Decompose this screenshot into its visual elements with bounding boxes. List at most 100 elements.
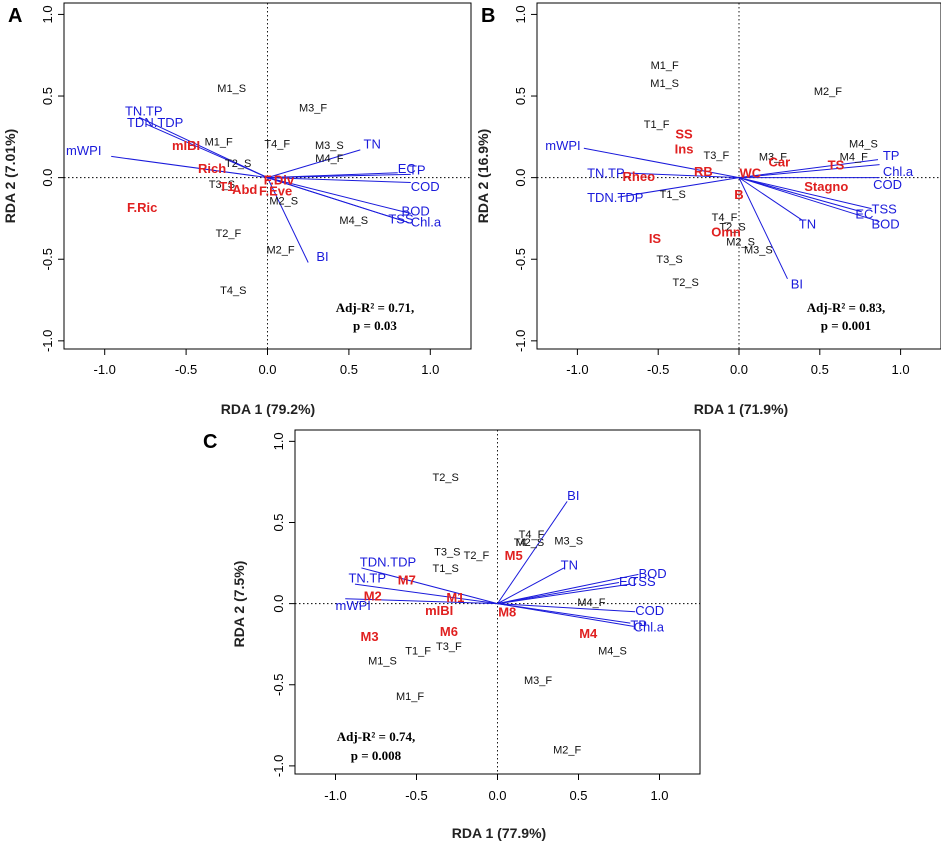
site-label: M2_F [814,86,842,98]
site-label: T4_S [220,285,246,297]
env-vector-label: TSS [872,202,898,217]
env-vector-label: COD [411,179,440,194]
site-label: M1_S [368,655,397,667]
p-value-label: p = 0.001 [821,318,871,333]
response-label: M1 [446,590,464,605]
y-tick-label: 1.0 [40,5,55,23]
response-label: Car [769,154,791,169]
env-vector-label: TN [364,136,381,151]
site-label: T2_S [719,222,745,234]
site-label: T3_F [704,150,730,162]
x-tick-label: -0.5 [647,362,669,377]
env-vector-line [138,116,268,179]
response-label: M2 [364,589,382,604]
env-vector-line [267,177,309,263]
env-vector-label: Chl.a [411,215,442,230]
site-label: M2_S [516,537,545,549]
env-vector-label: TDN.TDP [360,554,416,569]
adj-r2-label: Adj-R² = 0.71, [336,300,414,315]
env-vector-line [497,501,568,604]
y-tick-label: -0.5 [40,248,55,270]
response-label: M5 [505,548,523,563]
response-label: Abd [232,182,257,197]
x-tick-label: 0.0 [730,362,748,377]
response-label: F.Div [264,172,295,187]
env-vector-label: BI [567,488,579,503]
panel-letter: C [203,431,217,453]
x-tick-label: 0.0 [258,362,276,377]
env-vector-label: TN.TP [125,104,163,119]
panel-letter: A [8,5,22,27]
x-axis-title: RDA 1 (79.2%) [221,401,315,417]
site-label: T2_S [673,277,699,289]
response-label: Rheo [623,169,656,184]
env-vector-label: Chl.a [634,619,665,634]
x-tick-label: -0.5 [405,788,427,803]
y-tick-label: 0.0 [40,169,55,187]
site-label: M3_F [299,102,327,114]
env-vector-line [738,177,788,280]
env-vector-line [621,172,740,179]
response-label: M6 [440,624,458,639]
response-label: M7 [398,572,416,587]
p-value-label: p = 0.03 [353,318,397,333]
env-vector-label: BI [316,249,328,264]
site-label: T1_F [405,646,431,658]
site-label: M3_S [315,140,344,152]
panel-b: B -1.0 -0.5 0.0 0.5 1.0 -1.0 -0.5 0.0 0.5 1.0 RDA 1… [475,2,941,417]
site-label: T3_F [436,641,462,653]
env-vector-label: EC [398,161,416,176]
site-label: T2_F [464,550,490,562]
adj-r2-label: Adj-R² = 0.74, [337,729,415,744]
env-vector-line [738,177,803,221]
env-vector-label: BOD [402,203,430,218]
env-vector-label: TN.TP [587,166,625,181]
site-label: M3_F [524,675,552,687]
env-vector-line [738,159,879,179]
env-vector-line [345,598,498,605]
x-tick-label: 0.5 [811,362,829,377]
site-label: T4_F [264,138,290,150]
x-tick-label: 1.0 [650,788,668,803]
env-vector-label: EC [855,207,873,222]
site-label: M4_F [577,597,605,609]
env-vector-label: TDN.TDP [127,115,183,130]
y-tick-label: 0.5 [513,87,528,105]
env-vector-label: TN.TP [348,571,386,586]
p-value-label: p = 0.008 [351,748,402,763]
site-label: M4_F [840,151,868,163]
env-vector-label: mWPI [66,143,101,158]
env-vector-label: COD [635,603,664,618]
env-vector-label: mWPI [545,138,580,153]
y-axis-title: RDA 2 (16.9%) [475,129,491,223]
y-tick-label: 1.0 [513,5,528,23]
response-label: WC [739,166,761,181]
response-label: SS [675,127,693,142]
env-vector-label: TN [799,216,816,231]
y-tick-label: -0.5 [513,248,528,270]
y-tick-label: -1.0 [271,755,286,777]
site-label: T4_F [519,529,545,541]
site-label: M2_S [726,236,755,248]
env-vector-line [497,567,565,605]
response-label: F.Eve [259,184,292,199]
env-vector-line [583,147,740,179]
site-label: T3_S [434,547,460,559]
y-tick-label: -1.0 [513,330,528,352]
site-label: M1_F [651,60,679,72]
site-label: M4_S [849,138,878,150]
response-label: RB [694,164,713,179]
env-vector-label: TSS [388,211,414,226]
env-vector-line [738,177,872,210]
env-vector-label: TDN.TDP [587,190,643,205]
env-vector-label: BI [791,277,803,292]
site-label: M1_S [217,83,246,95]
env-vector-line [617,177,740,198]
response-label: M4 [579,626,598,641]
env-vector-line [738,177,880,223]
site-label: T3_S [209,179,235,191]
site-label: M3_S [554,535,583,547]
env-vector-line [267,173,411,179]
y-tick-label: -1.0 [40,330,55,352]
env-vector-line [267,177,411,215]
